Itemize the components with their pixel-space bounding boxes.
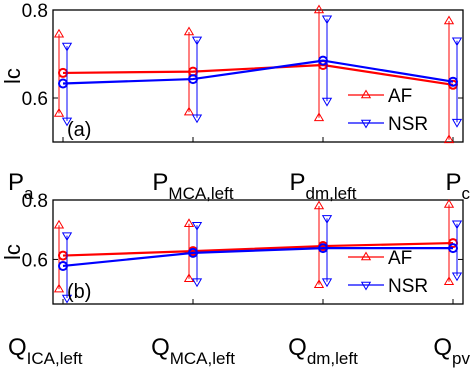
legend-label: NSR (388, 114, 428, 135)
data-point (448, 243, 458, 254)
error-cap-marker (53, 107, 65, 117)
panel-label: (b) (67, 281, 91, 303)
series-nsr (58, 15, 463, 128)
legend-label: NSR (388, 276, 428, 297)
y-tick-label: 0.8 (22, 1, 48, 22)
y-axis-label: lc (0, 244, 25, 260)
x-category-subscript: ICA,left (27, 349, 83, 368)
x-category-subscript: dm,left (305, 184, 356, 203)
series-af (53, 198, 458, 293)
x-category-label: Pc (445, 169, 470, 203)
error-cap-marker (321, 15, 333, 25)
x-category-label: Pdm,left (289, 169, 356, 203)
legend: AF NSR (348, 248, 428, 297)
error-cap-marker (321, 215, 333, 224)
legend-label: AF (388, 86, 412, 107)
x-category-subscript: MCA,left (170, 349, 235, 368)
y-tick-label: 0.6 (22, 89, 48, 110)
x-category-subscript: c (462, 184, 471, 203)
error-cap-marker (191, 114, 203, 124)
error-cap-marker (313, 200, 325, 210)
series-line (62, 63, 454, 86)
error-cap-marker (321, 278, 333, 288)
error-cap-marker (61, 42, 73, 52)
error-cap-marker (53, 28, 65, 38)
legend-marker (360, 89, 372, 99)
y-tick-label: 0.6 (22, 250, 48, 271)
legend-marker (360, 251, 372, 261)
data-point (448, 76, 458, 87)
x-category-subscript: a (24, 184, 34, 203)
series-line (62, 59, 454, 85)
x-category-main: P (289, 169, 305, 196)
data-point (58, 78, 68, 89)
data-point (58, 260, 68, 271)
x-category-label: Pa (8, 169, 34, 203)
error-cap-marker (443, 15, 455, 25)
error-cap-marker (183, 26, 195, 36)
x-category-label: Qdm,left (288, 334, 358, 368)
legend-marker (360, 119, 372, 129)
legend-marker (360, 281, 372, 291)
legend-label: AF (388, 248, 412, 269)
error-cap-marker (183, 218, 195, 228)
error-cap-marker (451, 220, 463, 230)
error-cap-marker (313, 4, 325, 14)
x-category-subscript: MCA,left (168, 184, 233, 203)
series-line (62, 247, 453, 268)
x-category-label: QMCA,left (151, 334, 235, 368)
data-point (318, 243, 328, 254)
x-category-label: PMCA,left (152, 169, 233, 203)
x-category-main: Q (151, 334, 170, 361)
series-nsr (58, 215, 463, 304)
error-cap-marker (61, 294, 73, 304)
data-point (318, 55, 328, 66)
error-cap-marker (191, 278, 203, 288)
x-category-main: Q (8, 334, 27, 361)
error-cap-marker (61, 232, 73, 242)
data-point (188, 74, 198, 85)
error-cap-marker (313, 279, 325, 288)
x-category-main: P (445, 169, 461, 196)
error-cap-marker (443, 198, 455, 208)
x-category-subscript: dm,left (307, 349, 358, 368)
x-category-main: Q (433, 334, 452, 361)
y-tick-label: 0.8 (22, 191, 48, 212)
axes-frame (52, 9, 464, 143)
error-cap-marker (321, 97, 333, 107)
data-point (188, 247, 198, 258)
legend: AF NSR (348, 86, 428, 135)
panel-label: (a) (67, 119, 91, 141)
error-cap-marker (191, 36, 203, 46)
error-cap-marker (191, 221, 203, 231)
error-cap-marker (61, 117, 73, 127)
error-cap-marker (451, 118, 463, 128)
error-cap-marker (451, 37, 463, 47)
error-cap-marker (53, 219, 65, 229)
x-category-main: P (152, 169, 168, 196)
error-cap-marker (443, 276, 455, 286)
x-category-subscript: pv (452, 349, 470, 368)
error-cap-marker (451, 272, 463, 282)
x-category-main: Q (288, 334, 307, 361)
x-category-label: Qpv (433, 334, 470, 368)
error-cap-marker (313, 112, 325, 122)
x-category-main: P (8, 169, 24, 196)
error-cap-marker (53, 283, 65, 293)
axes-frame (52, 199, 464, 305)
error-cap-marker (183, 106, 195, 116)
error-cap-marker (183, 273, 195, 283)
y-axis-label: lc (0, 68, 25, 84)
error-cap-marker (443, 134, 455, 144)
series-line (62, 241, 454, 257)
x-category-label: QICA,left (8, 334, 83, 368)
